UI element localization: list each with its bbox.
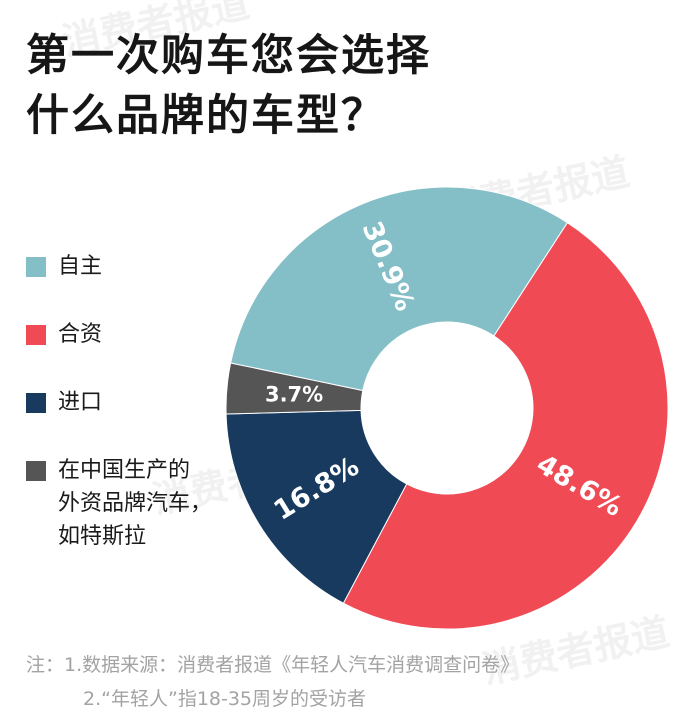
footnote-line-1: 注：1.数据来源：消费者报道《年轻人汽车消费调查问卷》 (26, 654, 520, 676)
legend-label-foreign-line-2: 外资品牌汽车， (58, 491, 213, 516)
legend-label-foreign-line-1: 在中国生产的 (58, 458, 191, 483)
legend-swatch-foreign-made-in-china (26, 461, 46, 481)
legend-label-foreign-made-in-china: 在中国生产的 外资品牌汽车， 如特斯拉 (58, 454, 248, 553)
legend-label-domestic-line-1: 自主 (58, 254, 103, 279)
legend-label-domestic: 自主 (58, 250, 248, 283)
legend-item-foreign-made-in-china: 在中国生产的 外资品牌汽车， 如特斯拉 (26, 454, 248, 553)
legend-label-joint-venture: 合资 (58, 318, 248, 351)
legend-swatch-imported (26, 393, 46, 413)
donut-slice-domestic (230, 186, 569, 392)
legend-label-foreign-line-3: 如特斯拉 (58, 524, 147, 549)
chart-title-line-1: 第一次购车您会选择 (26, 31, 431, 81)
chart-title: 第一次购车您会选择 什么品牌的车型？ (26, 26, 431, 146)
donut-slice-joint-venture (342, 221, 669, 630)
legend-label-imported: 进口 (58, 386, 248, 419)
legend-swatch-joint-venture (26, 325, 46, 345)
legend-item-joint-venture: 合资 (26, 318, 248, 351)
legend-item-domestic: 自主 (26, 250, 248, 283)
footnote-line-2: 2.“年轻人”指18-35周岁的受访者 (83, 688, 367, 710)
legend-label-imported-line-1: 进口 (58, 390, 103, 415)
legend-swatch-domestic (26, 257, 46, 277)
donut-slice-imported (225, 409, 408, 604)
footnote: 注：1.数据来源：消费者报道《年轻人汽车消费调查问卷》 2.“年轻人”指18-3… (26, 648, 519, 716)
donut-label-foreign-made-in-china: 3.7% (265, 382, 323, 406)
legend-label-joint-venture-line-1: 合资 (58, 322, 103, 347)
legend-item-imported: 进口 (26, 386, 248, 419)
chart-title-line-2: 什么品牌的车型？ (26, 91, 386, 141)
